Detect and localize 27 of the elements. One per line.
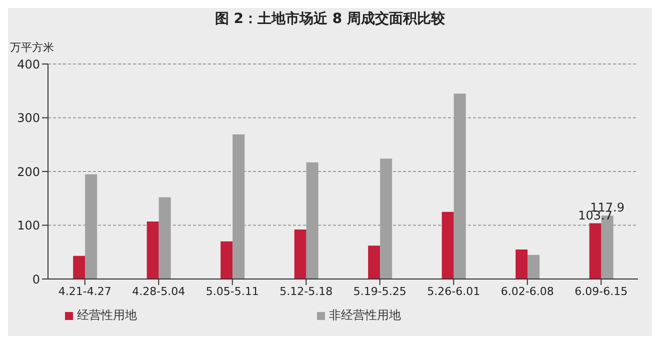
y-tick-label: 100 [17,218,40,233]
bar [294,230,306,279]
x-tick-label: 4.21-4.27 [58,284,112,298]
y-tick-label: 400 [17,57,40,72]
x-tick-label: 6.09-6.15 [574,284,628,298]
bar [220,241,233,279]
x-tick-label: 5.19-5.25 [353,284,406,298]
x-tick-label: 6.02-6.08 [500,284,554,298]
bar [516,249,528,279]
bar [73,256,86,279]
y-tick-label: 200 [17,164,40,179]
bar [146,221,159,279]
x-tick-label: 5.05-5.11 [206,284,259,298]
y-axis-title: 万平方米 [10,40,54,55]
bar [528,254,540,279]
x-tick-label: 4.28-5.04 [132,284,186,298]
y-tick-label: 300 [17,111,40,126]
bar [368,246,380,279]
legend-label: 经营性用地 [77,308,137,322]
bar [442,212,454,279]
chart-title: 图 2：土地市场近 8 周成交面积比较 [214,10,446,28]
y-tick-label: 0 [32,272,40,286]
x-tick-label: 5.12-5.18 [280,284,333,298]
bar [158,197,171,279]
legend-label: 非经营性用地 [329,308,401,322]
bar [589,223,602,279]
x-tick-label: 5.26-6.01 [427,284,480,298]
